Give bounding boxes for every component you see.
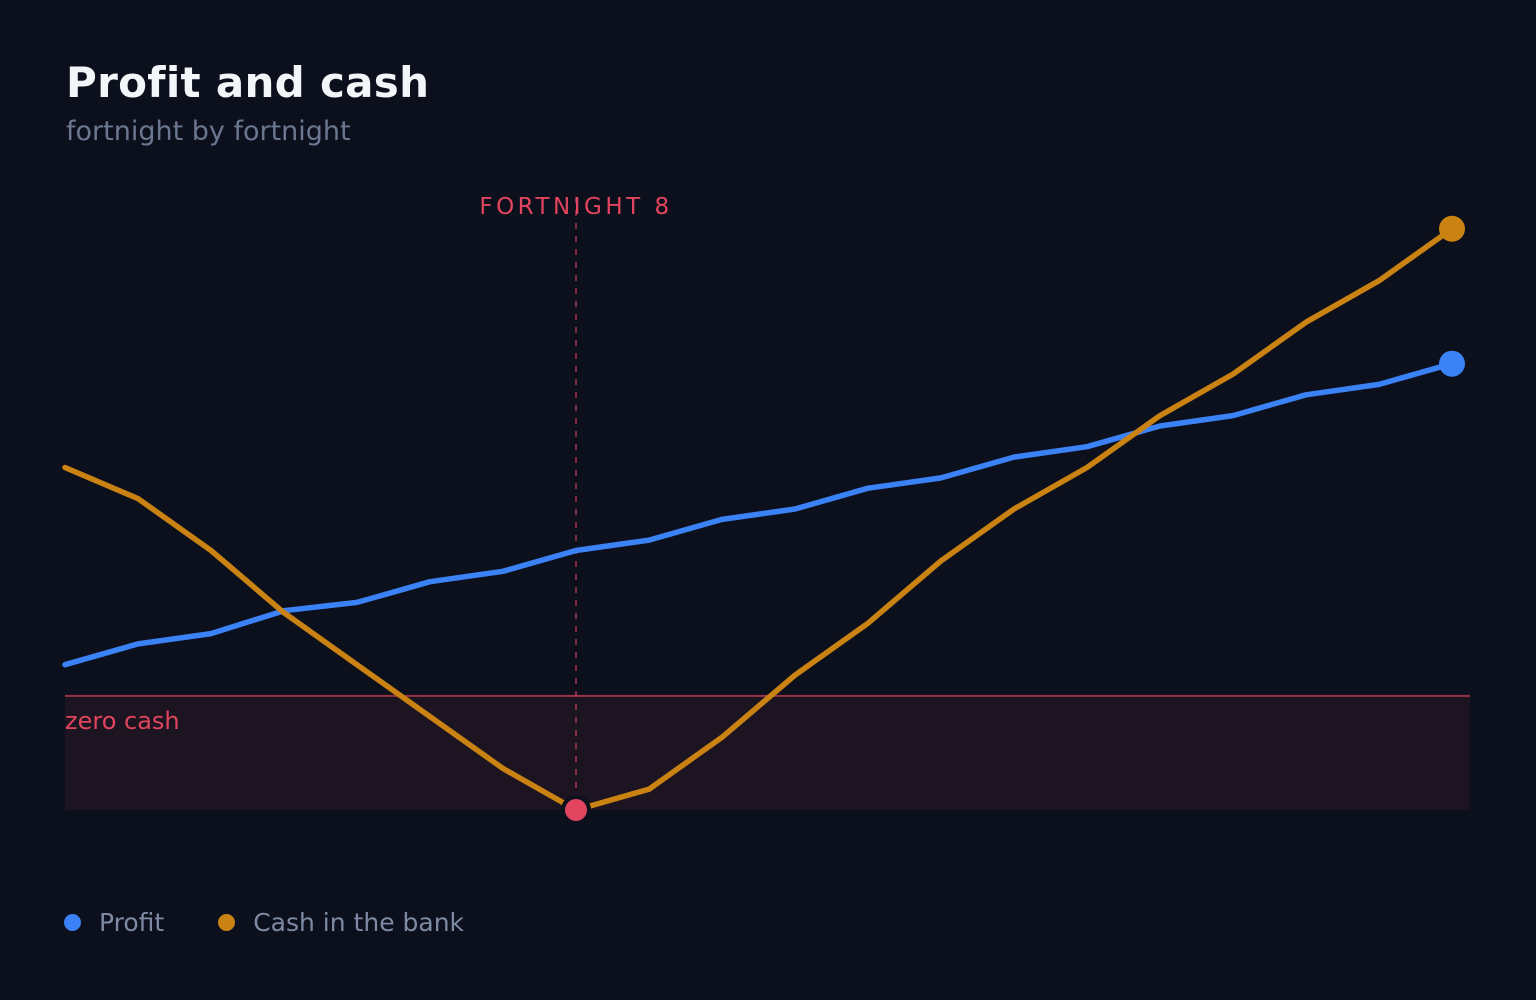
cash-low-point: [561, 795, 591, 825]
legend-label-profit: Profit: [99, 908, 165, 937]
chart-title: Profit and cash: [66, 58, 430, 107]
zero-cash-label: zero cash: [65, 707, 180, 735]
chart-subtitle: fortnight by fortnight: [66, 116, 351, 147]
negative-cash-zone: [65, 695, 1470, 810]
series-line-profit: [62, 360, 1455, 668]
fortnight-marker-label: FORTNIGHT 8: [479, 194, 672, 220]
legend-swatch-cash: [218, 914, 236, 931]
series-layer: [62, 215, 1465, 825]
legend-label-cash: Cash in the bank: [253, 908, 465, 937]
legend-swatch-profit: [64, 914, 81, 931]
series-line-cash-in-the-bank: [62, 226, 1455, 813]
legend-item-profit: Profit: [64, 908, 164, 937]
end-point-profit: [1439, 350, 1465, 377]
series-profit: [62, 350, 1465, 668]
legend: Profit Cash in the bank: [64, 908, 464, 937]
end-point-cash-in-the-bank: [1439, 215, 1465, 242]
series-cash-in-the-bank: [62, 215, 1465, 813]
legend-item-cash: Cash in the bank: [218, 908, 464, 937]
